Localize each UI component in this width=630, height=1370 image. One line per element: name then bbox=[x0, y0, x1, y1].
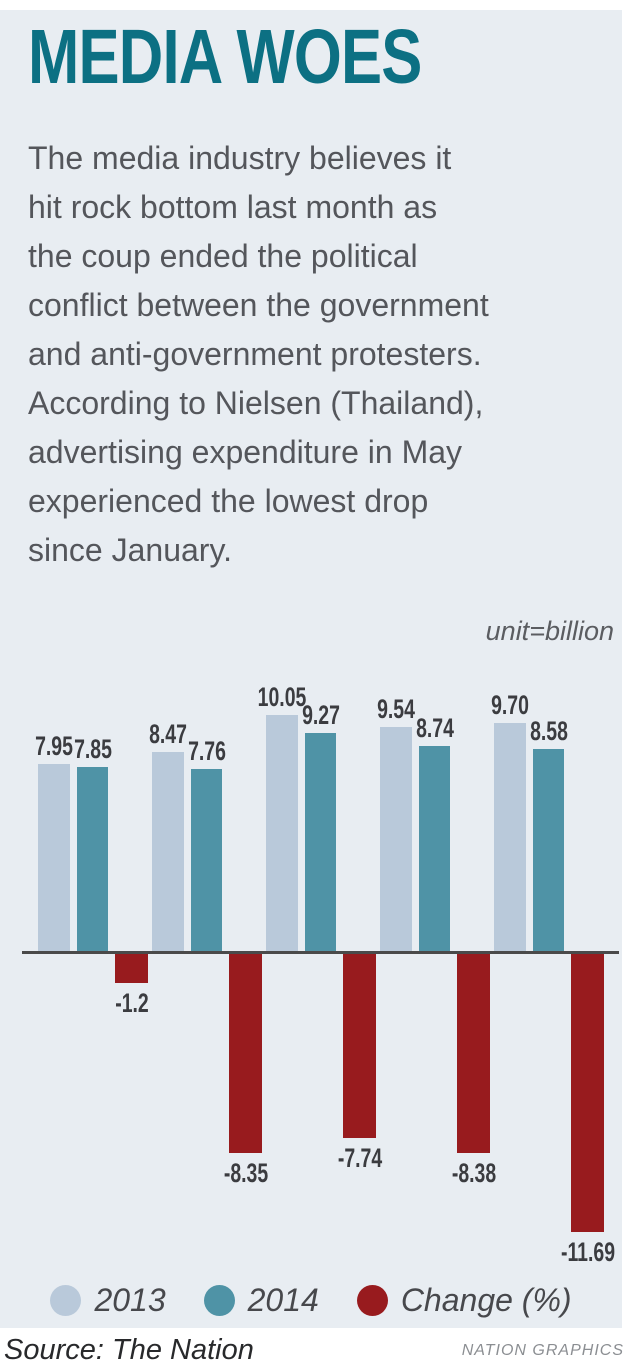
unit-note: unit=billion bbox=[485, 616, 614, 646]
bar-2013: 9.70 bbox=[491, 690, 529, 951]
bar-value-label: 9.54 bbox=[377, 694, 415, 724]
bar-group-1: 7.95 7.85 -1.2 bbox=[35, 650, 150, 1280]
chart-legend: 2013 2014 Change (%) bbox=[0, 1282, 622, 1319]
legend-label: 2014 bbox=[247, 1282, 319, 1318]
bar-value-label: 7.95 bbox=[35, 731, 73, 761]
bar-2013: 8.47 bbox=[149, 719, 187, 951]
bar-value-label: 8.58 bbox=[529, 716, 568, 746]
bar-value-label: 8.74 bbox=[415, 713, 454, 743]
chart-panel bbox=[0, 10, 622, 1328]
bar-group-4: 9.54 8.74 -8.38 bbox=[377, 650, 496, 1280]
bar-value-label: 7.85 bbox=[73, 734, 112, 764]
bar-change: -8.35 bbox=[223, 954, 268, 1188]
legend-dot-change-icon bbox=[356, 1285, 388, 1316]
bar-2013: 10.05 bbox=[258, 682, 306, 951]
bar-value-label: -8.38 bbox=[451, 1158, 496, 1188]
bar-change: -1.2 bbox=[115, 954, 148, 1018]
legend-dot-2014-icon bbox=[203, 1285, 235, 1316]
bar-value-label: -11.69 bbox=[560, 1237, 615, 1267]
bar-2014: 8.58 bbox=[530, 716, 567, 951]
bar-change: -8.38 bbox=[451, 954, 496, 1188]
legend-label: Change (%) bbox=[400, 1282, 572, 1318]
bar-value-label: -7.74 bbox=[337, 1143, 382, 1173]
legend-item-2014: 2014 bbox=[203, 1282, 319, 1319]
credit-text: NATION GRAPHICS bbox=[461, 1342, 624, 1359]
bar-2013: 7.95 bbox=[35, 731, 73, 951]
x-axis-line bbox=[22, 951, 619, 954]
legend-dot-2013-icon bbox=[50, 1285, 82, 1316]
description-text: The media industry believes it hit rock … bbox=[28, 140, 489, 568]
bar-2014: 7.85 bbox=[74, 734, 111, 951]
legend-item-change: Change (%) bbox=[356, 1282, 572, 1319]
legend-item-2013: 2013 bbox=[50, 1282, 166, 1319]
bar-2014: 7.76 bbox=[188, 736, 225, 951]
page-title: MEDIA WOES bbox=[28, 14, 422, 100]
source-text: Source: The Nation bbox=[4, 1334, 254, 1366]
bar-value-label: 9.70 bbox=[491, 690, 529, 720]
bar-chart: 7.95 7.85 -1.2 8.47 7.76 -8.35 10.05 bbox=[0, 650, 630, 1280]
bar-change: -7.74 bbox=[337, 954, 382, 1173]
bar-value-label: 9.27 bbox=[301, 700, 340, 730]
legend-label: 2013 bbox=[94, 1282, 166, 1318]
bar-change: -11.69 bbox=[560, 954, 615, 1267]
bar-value-label: -8.35 bbox=[223, 1158, 268, 1188]
bar-value-label: 8.47 bbox=[149, 719, 187, 749]
bar-value-label: -1.2 bbox=[114, 988, 149, 1018]
bar-group-2: 8.47 7.76 -8.35 bbox=[149, 650, 268, 1280]
bar-group-5: 9.70 8.58 -11.69 bbox=[491, 650, 615, 1280]
bar-value-label: 7.76 bbox=[187, 736, 226, 766]
bar-2013: 9.54 bbox=[377, 694, 415, 951]
bar-value-label: 10.05 bbox=[257, 682, 307, 712]
bar-group-3: 10.05 9.27 -7.74 bbox=[258, 650, 382, 1280]
bar-2014: 8.74 bbox=[416, 713, 453, 951]
bar-2014: 9.27 bbox=[302, 700, 339, 951]
